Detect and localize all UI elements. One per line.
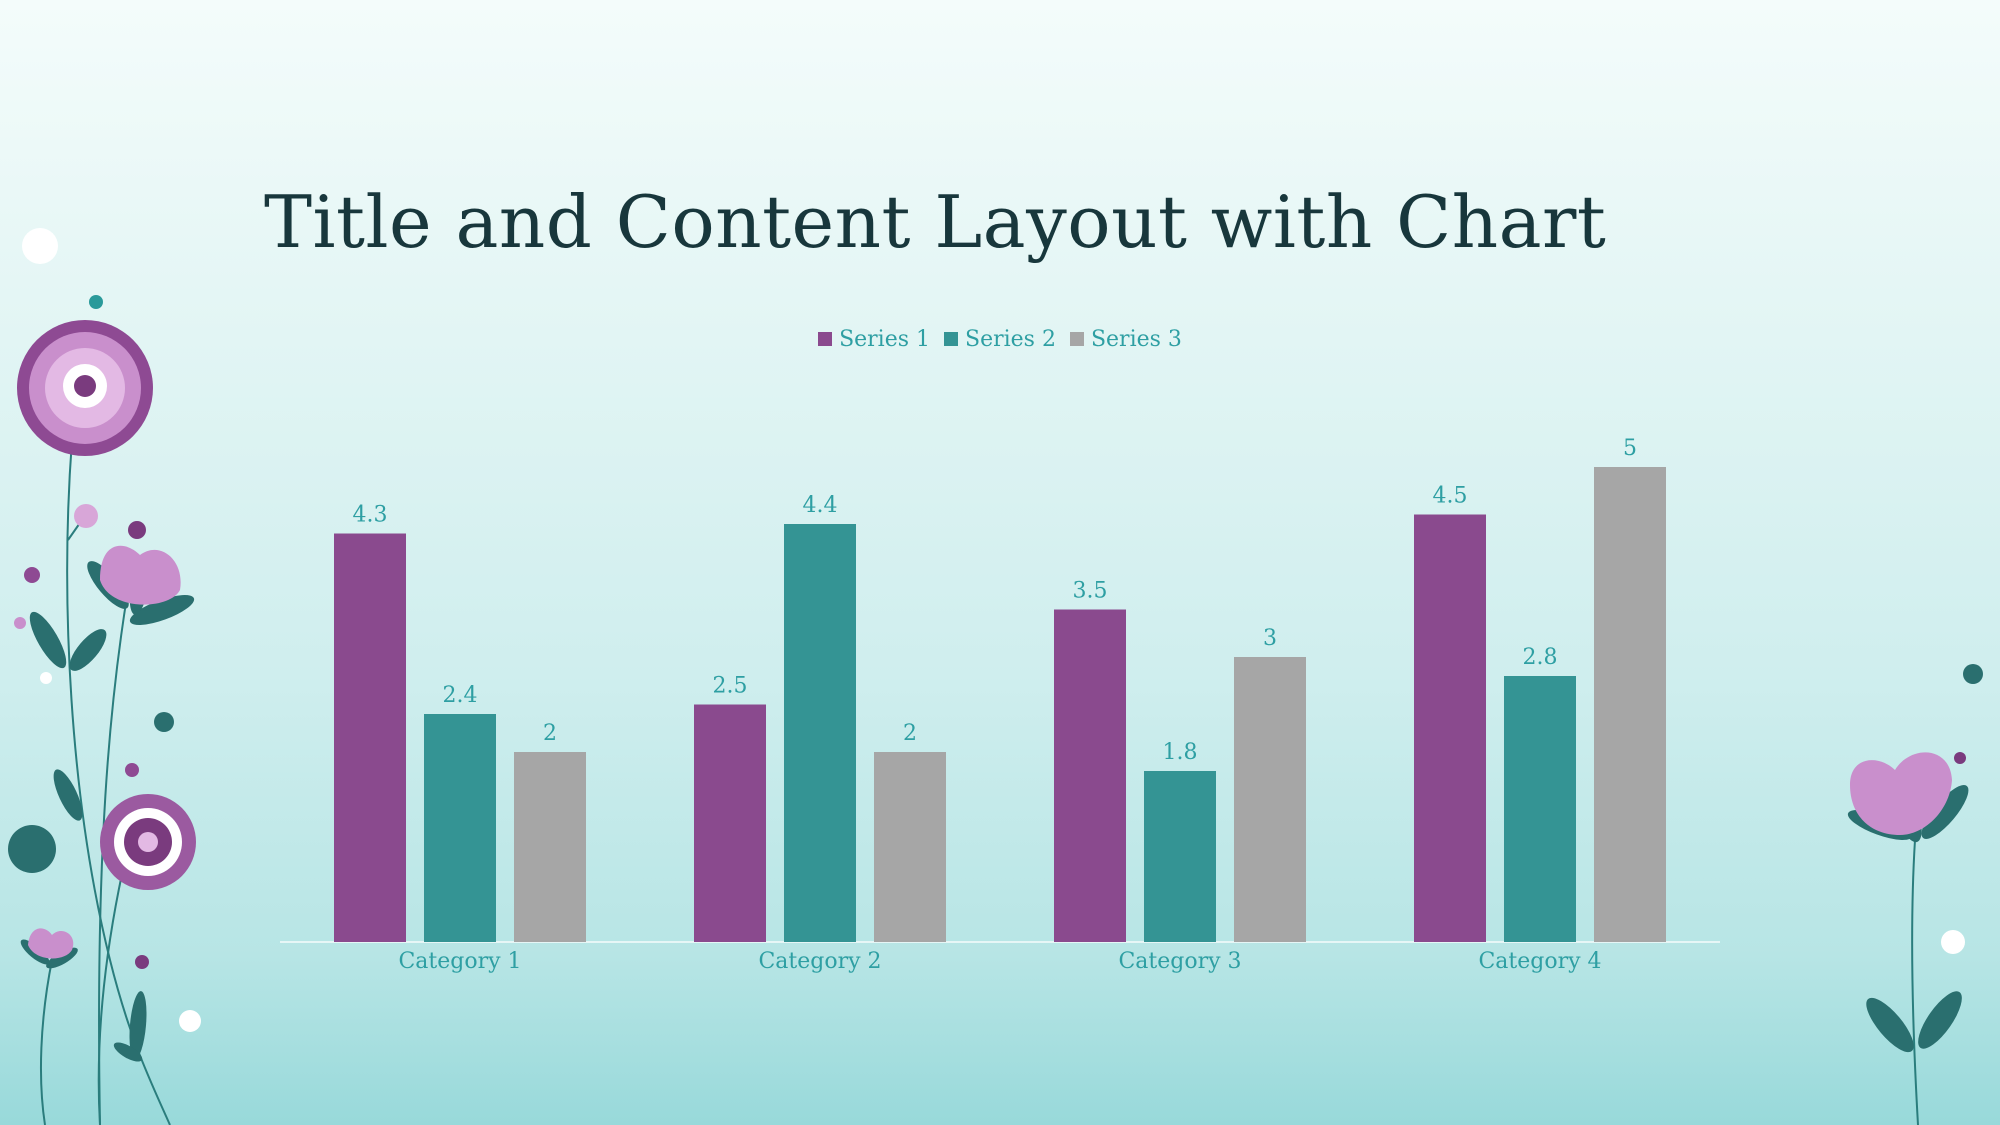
legend-label-series-3: Series 3	[1090, 326, 1182, 352]
data-label-series-3-category-4: 5	[1623, 436, 1637, 461]
chart-legend: Series 1 Series 2 Series 3	[0, 322, 2000, 356]
bar-series-2-category-1	[424, 714, 496, 942]
bar-series-1-category-4	[1414, 514, 1486, 942]
legend-item-series-2: Series 2	[944, 322, 1056, 356]
category-label-3: Category 3	[1118, 949, 1241, 974]
bar-series-1-category-3	[1054, 609, 1126, 942]
bar-series-2-category-3	[1144, 771, 1216, 942]
data-label-series-1-category-4: 4.5	[1433, 484, 1468, 509]
bar-series-3-category-1	[514, 752, 586, 942]
bar-series-1-category-2	[694, 704, 766, 942]
data-label-series-1-category-2: 2.5	[713, 674, 748, 699]
slide-title: Title and Content Layout with Chart	[264, 180, 1607, 264]
data-label-series-1-category-3: 3.5	[1073, 579, 1108, 604]
bar-series-1-category-1	[334, 533, 406, 942]
data-label-series-2-category-2: 4.4	[803, 493, 838, 518]
bar-series-2-category-2	[784, 524, 856, 942]
bar-series-2-category-4	[1504, 676, 1576, 942]
data-label-series-2-category-4: 2.8	[1523, 645, 1558, 670]
category-label-4: Category 4	[1478, 949, 1601, 974]
data-label-series-2-category-1: 2.4	[443, 683, 478, 708]
bar-series-3-category-2	[874, 752, 946, 942]
legend-item-series-3: Series 3	[1069, 322, 1182, 356]
data-label-series-3-category-3: 3	[1263, 626, 1277, 651]
legend-label-series-1: Series 1	[839, 326, 931, 352]
legend-swatch-series-2	[944, 332, 959, 346]
data-label-series-3-category-1: 2	[543, 721, 557, 746]
floral-decoration-left	[8, 228, 201, 1125]
data-label-series-2-category-3: 1.8	[1163, 740, 1198, 765]
legend-swatch-series-1	[818, 332, 833, 346]
data-label-series-3-category-2: 2	[903, 721, 917, 746]
bar-series-3-category-4	[1594, 467, 1666, 942]
legend-swatch-series-3	[1069, 332, 1084, 346]
legend-label-series-2: Series 2	[965, 326, 1056, 352]
category-label-1: Category 1	[398, 949, 521, 974]
legend-item-series-1: Series 1	[818, 322, 930, 356]
data-label-series-1-category-1: 4.3	[353, 503, 388, 528]
bar-series-3-category-3	[1234, 657, 1306, 942]
category-label-2: Category 2	[758, 949, 881, 974]
